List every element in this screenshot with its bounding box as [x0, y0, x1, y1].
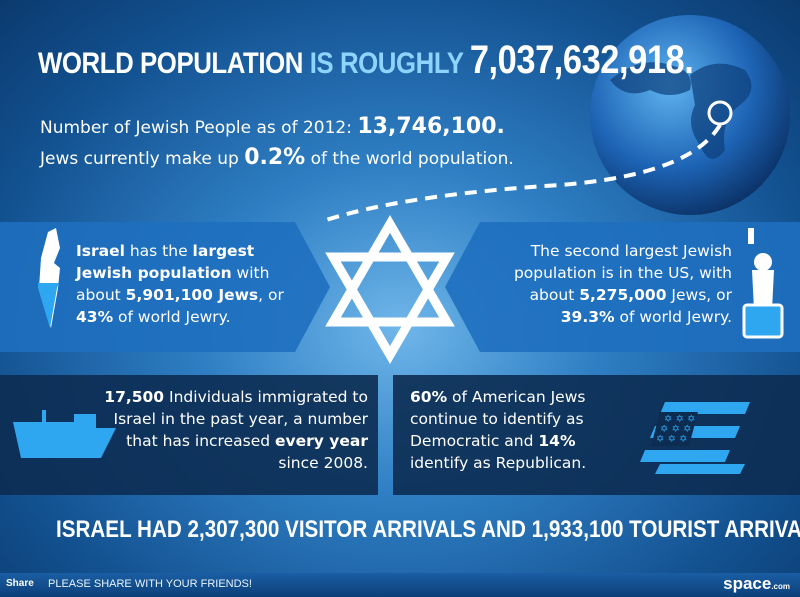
- text: of the world population.: [305, 149, 514, 169]
- text: 43%: [76, 308, 114, 326]
- highlight: 0.2%: [244, 145, 306, 170]
- israel-icon-fill: [38, 283, 59, 328]
- text: Israel: [76, 242, 125, 260]
- ship-icon: [13, 410, 116, 458]
- israel-panel-bg: [0, 222, 330, 352]
- intro-line: Jews currently make up 0.2% of the world…: [40, 143, 514, 174]
- globe-marker: [707, 100, 733, 126]
- liberty-icon: [742, 228, 784, 339]
- text: identify as Republican.: [410, 454, 587, 472]
- banner: ISRAEL HAD 2,307,300 VISITOR ARRIVALS AN…: [56, 516, 800, 543]
- text: with about: [76, 264, 270, 304]
- continents: [610, 62, 752, 159]
- share-label[interactable]: Share: [6, 578, 34, 589]
- highlight: 13,746,100.: [357, 114, 505, 139]
- svg-text:✡ ✡ ✡: ✡ ✡ ✡: [656, 434, 688, 445]
- text: of world Jewry.: [113, 308, 231, 326]
- logo-suffix: .com: [771, 582, 790, 591]
- dashed-path: [319, 123, 722, 224]
- flag-icon: ✡ ✡ ✡✡ ✡ ✡✡ ✡ ✡: [640, 402, 750, 474]
- title-part: WORLD POPULATION: [38, 47, 310, 80]
- logo: space.com: [723, 574, 790, 594]
- title: WORLD POPULATION IS ROUGHLY 7,037,632,91…: [38, 38, 694, 83]
- text: of world Jewry.: [614, 308, 732, 326]
- title-part: IS ROUGHLY: [309, 47, 470, 80]
- text: Jews currently make up: [40, 149, 245, 169]
- footer-message: PLEASE SHARE WITH YOUR FRIENDS!: [48, 578, 252, 590]
- svg-text:✡ ✡ ✡: ✡ ✡ ✡: [660, 424, 692, 435]
- footer: [0, 573, 800, 597]
- intro: Number of Jewish People as of 2012: 13,7…: [40, 112, 514, 174]
- text: , or: [258, 286, 284, 304]
- text: largest Jewish population: [76, 242, 255, 282]
- intro-line: Number of Jewish People as of 2012: 13,7…: [40, 112, 514, 143]
- text: Individuals immigrated to Israel in the …: [113, 388, 368, 450]
- text: of American Jews continue to identify as…: [410, 388, 586, 450]
- title-number: 7,037,632,918.: [469, 38, 694, 82]
- politics-text: 60% of American Jews continue to identif…: [410, 386, 635, 474]
- text: since 2008.: [278, 454, 368, 472]
- logo-text: space: [723, 574, 772, 593]
- text: 5,901,100 Jews: [125, 286, 259, 304]
- svg-text:✡ ✡ ✡: ✡ ✡ ✡: [664, 414, 696, 425]
- text: 17,500: [104, 388, 165, 406]
- immigration-text: 17,500 Individuals immigrated to Israel …: [98, 386, 368, 474]
- text: 14%: [538, 432, 576, 450]
- us-text: The second largest Jewish population is …: [488, 240, 732, 328]
- text: has the: [124, 242, 193, 260]
- text: 39.3%: [560, 308, 615, 326]
- text: 5,275,000: [579, 286, 667, 304]
- text: Number of Jewish People as of 2012:: [40, 118, 358, 138]
- star-of-david: [325, 215, 455, 364]
- israel-text: Israel has the largest Jewish population…: [76, 240, 291, 328]
- text: Jews, or: [666, 286, 732, 304]
- text: 60%: [410, 388, 448, 406]
- us-panel-bg: [445, 222, 800, 352]
- text: The second largest Jewish population is …: [513, 242, 732, 304]
- text: every year: [275, 432, 368, 450]
